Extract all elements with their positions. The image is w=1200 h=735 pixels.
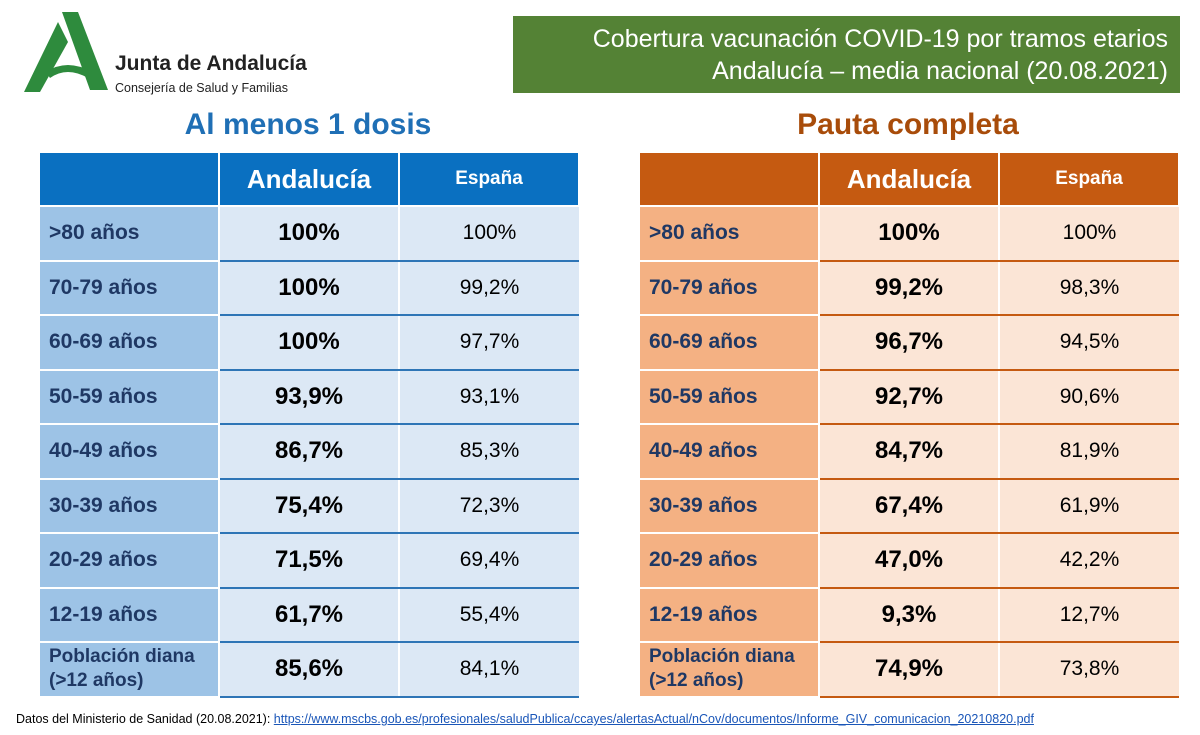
espana-value: 42,2% [998, 533, 1179, 589]
table-row: >80 años 100% 100% [638, 205, 1179, 262]
andalucia-value: 100% [218, 260, 399, 316]
espana-value: 90,6% [998, 369, 1179, 425]
table-row: 20-29 años 47,0% 42,2% [638, 532, 1179, 589]
header-espana: España [998, 151, 1180, 207]
andalucia-value: 96,7% [818, 315, 999, 371]
andalucia-value: 92,7% [818, 369, 999, 425]
andalucia-value: 93,9% [218, 369, 399, 425]
header-andalucia: Andalucía [218, 151, 400, 207]
espana-value: 81,9% [998, 424, 1179, 480]
header-line-1: Cobertura vacunación COVID-19 por tramos… [592, 25, 1168, 53]
junta-andalucia-logo: Junta de Andalucía Consejería de Salud y… [22, 12, 322, 98]
target-population-range: (>12 años) [649, 670, 744, 692]
table-header-row: Andalucía España [38, 151, 580, 207]
table-row: 12-19 años 61,7% 55,4% [38, 586, 579, 643]
table-row: >80 años 100% 100% [38, 205, 579, 262]
header-empty-cell [638, 151, 820, 207]
espana-value: 97,7% [398, 315, 579, 371]
espana-value: 85,3% [398, 424, 579, 480]
espana-value: 100% [398, 206, 579, 262]
target-population-range: (>12 años) [49, 670, 144, 692]
espana-value: 99,2% [398, 260, 579, 316]
table-row: 30-39 años 67,4% 61,9% [638, 477, 1179, 534]
andalucia-value: 99,2% [818, 260, 999, 316]
age-group: 30-39 años [38, 477, 220, 534]
andalucia-a-logo-icon [24, 12, 108, 92]
espana-value: 12,7% [998, 587, 1179, 643]
andalucia-value: 9,3% [818, 587, 999, 643]
age-group: 70-79 años [38, 259, 220, 316]
table-header-row: Andalucía España [638, 151, 1180, 207]
right-section-title: Pauta completa [797, 108, 1019, 141]
andalucia-value: 100% [218, 206, 399, 262]
espana-value: 61,9% [998, 478, 1179, 534]
andalucia-value: 100% [218, 315, 399, 371]
espana-value: 84,1% [398, 642, 579, 698]
age-group: 60-69 años [38, 314, 220, 371]
table-row: 40-49 años 84,7% 81,9% [638, 423, 1179, 480]
andalucia-value: 100% [818, 206, 999, 262]
target-population-label: Población diana [49, 646, 195, 668]
age-group: 12-19 años [638, 586, 820, 643]
header-espana: España [398, 151, 580, 207]
age-group: 70-79 años [638, 259, 820, 316]
age-group: 12-19 años [38, 586, 220, 643]
header-banner: Cobertura vacunación COVID-19 por tramos… [513, 16, 1180, 93]
table-row-total: Población diana (>12 años) 74,9% 73,8% [638, 641, 1179, 698]
logo-subtitle: Consejería de Salud y Familias [115, 81, 288, 95]
andalucia-value: 74,9% [818, 642, 999, 698]
age-group: 60-69 años [638, 314, 820, 371]
table-row: 20-29 años 71,5% 69,4% [38, 532, 579, 589]
age-group: 20-29 años [38, 532, 220, 589]
header-line-2: Andalucía – media nacional (20.08.2021) [712, 57, 1168, 85]
andalucia-value: 67,4% [818, 478, 999, 534]
espana-value: 73,8% [998, 642, 1179, 698]
table-row: 60-69 años 96,7% 94,5% [638, 314, 1179, 371]
table-row: 50-59 años 92,7% 90,6% [638, 368, 1179, 425]
full-schedule-table: Andalucía España >80 años 100% 100% 70-79 … [638, 151, 1180, 698]
espana-value: 94,5% [998, 315, 1179, 371]
table-row: 40-49 años 86,7% 85,3% [38, 423, 579, 480]
andalucia-value: 84,7% [818, 424, 999, 480]
table-row: 50-59 años 93,9% 93,1% [38, 368, 579, 425]
age-group: 20-29 años [638, 532, 820, 589]
andalucia-value: 85,6% [218, 642, 399, 698]
age-group: 50-59 años [38, 368, 220, 425]
age-group: 30-39 años [638, 477, 820, 534]
age-group-total: Población diana (>12 años) [38, 641, 220, 698]
espana-value: 100% [998, 206, 1179, 262]
andalucia-value: 86,7% [218, 424, 399, 480]
table-row: 30-39 años 75,4% 72,3% [38, 477, 579, 534]
andalucia-value: 61,7% [218, 587, 399, 643]
source-label: Datos del Ministerio de Sanidad (20.08.2… [16, 712, 274, 726]
age-group: 40-49 años [38, 423, 220, 480]
table-row: 12-19 años 9,3% 12,7% [638, 586, 1179, 643]
table-row-total: Población diana (>12 años) 85,6% 84,1% [38, 641, 579, 698]
first-dose-table: Andalucía España >80 años 100% 100% 70-79 … [38, 151, 580, 698]
table-row: 70-79 años 100% 99,2% [38, 259, 579, 316]
espana-value: 69,4% [398, 533, 579, 589]
age-group: >80 años [638, 205, 820, 262]
header-empty-cell [38, 151, 220, 207]
left-section-title: Al menos 1 dosis [184, 108, 432, 141]
espana-value: 98,3% [998, 260, 1179, 316]
table-row: 60-69 años 100% 97,7% [38, 314, 579, 371]
espana-value: 55,4% [398, 587, 579, 643]
target-population-label: Población diana [649, 646, 795, 668]
espana-value: 93,1% [398, 369, 579, 425]
logo-title: Junta de Andalucía [115, 52, 307, 75]
age-group: >80 años [38, 205, 220, 262]
andalucia-value: 47,0% [818, 533, 999, 589]
age-group: 40-49 años [638, 423, 820, 480]
age-group: 50-59 años [638, 368, 820, 425]
espana-value: 72,3% [398, 478, 579, 534]
source-link[interactable]: https://www.mscbs.gob.es/profesionales/s… [273, 712, 1034, 726]
andalucia-value: 71,5% [218, 533, 399, 589]
source-footer: Datos del Ministerio de Sanidad (20.08.2… [16, 712, 1034, 726]
table-row: 70-79 años 99,2% 98,3% [638, 259, 1179, 316]
header-andalucia: Andalucía [818, 151, 1000, 207]
andalucia-value: 75,4% [218, 478, 399, 534]
age-group-total: Población diana (>12 años) [638, 641, 820, 698]
